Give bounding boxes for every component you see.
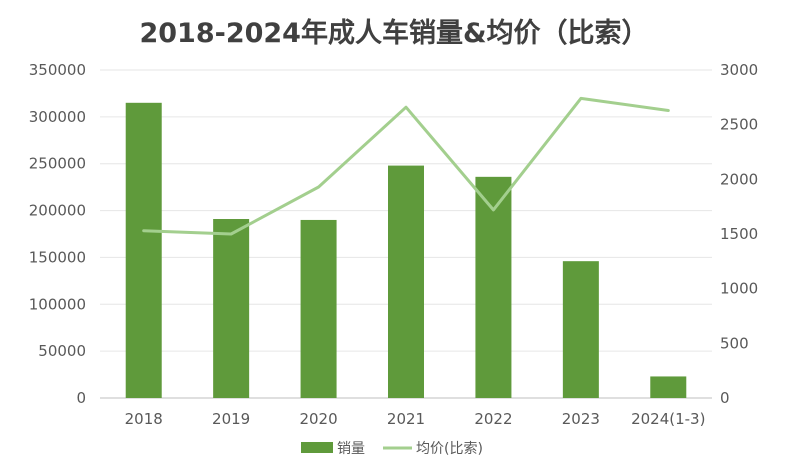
price-line	[142, 96, 670, 236]
legend-bar-label: 销量	[337, 441, 365, 457]
line-series	[142, 96, 670, 236]
right-tick-label: 2000	[720, 170, 758, 188]
x-tick-label: 2023	[562, 410, 600, 428]
legend-bar-swatch	[301, 442, 333, 453]
x-tick-label: 2020	[299, 410, 337, 428]
x-tick-label: 2018	[125, 410, 163, 428]
bar	[213, 219, 250, 398]
left-tick-label: 250000	[29, 155, 86, 173]
chart-title: 2018-2024年成人车销量&均价（比索）	[139, 17, 648, 49]
x-tick-label: 2019	[212, 410, 250, 428]
legend: 销量 均价(比索)	[301, 440, 483, 457]
x-tick-label: 2021	[387, 410, 425, 428]
bar	[562, 261, 599, 398]
right-tick-label: 500	[720, 334, 749, 352]
bar	[475, 176, 512, 398]
bar	[388, 165, 424, 398]
x-tick-label: 2024(1-3)	[631, 410, 705, 428]
bar-series	[125, 102, 687, 399]
left-tick-label: 200000	[29, 202, 86, 220]
right-axis: 0 500 1000 1500 2000 2500 3000	[720, 61, 758, 407]
bar	[300, 219, 337, 398]
left-tick-label: 0	[76, 389, 86, 407]
right-tick-label: 0	[720, 389, 730, 407]
left-tick-label: 100000	[29, 295, 86, 313]
legend-line-label: 均价(比索)	[416, 440, 483, 457]
x-tick-label: 2022	[474, 410, 512, 428]
left-tick-label: 300000	[29, 108, 86, 126]
right-tick-label: 1500	[720, 225, 758, 243]
right-tick-label: 2500	[720, 116, 758, 134]
left-axis: 0 50000 100000 150000 200000 250000 300000 3500…	[29, 61, 86, 407]
left-tick-label: 50000	[38, 342, 86, 360]
left-tick-label: 150000	[29, 248, 86, 266]
left-tick-label: 350000	[29, 61, 86, 79]
right-tick-label: 3000	[720, 61, 758, 79]
bar	[125, 102, 162, 399]
right-tick-label: 1000	[720, 280, 758, 298]
x-axis: 2018 2019 2020 2021 2022 2023 2024(1-3)	[125, 410, 706, 428]
bar	[650, 376, 687, 398]
